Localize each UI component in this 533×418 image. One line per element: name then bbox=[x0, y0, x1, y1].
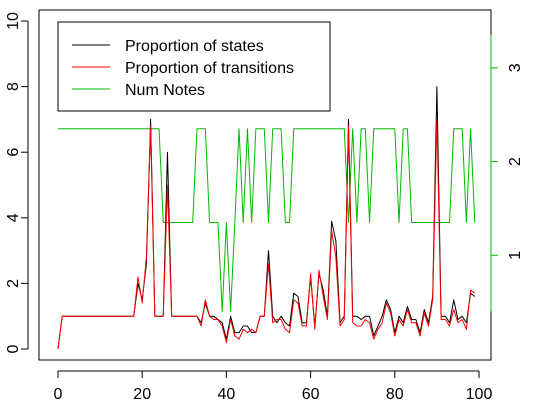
y-left-tick-label: 6 bbox=[5, 148, 22, 157]
y-left-tick-label: 8 bbox=[5, 82, 22, 91]
y-left-tick-label: 2 bbox=[5, 279, 22, 288]
legend-label-proportion-of-transitions: Proportion of transitions bbox=[125, 60, 294, 77]
x-tick-label: 60 bbox=[302, 386, 320, 403]
y-axis-left: 0 2 4 6 8 10 bbox=[5, 12, 29, 353]
legend-label-proportion-of-states: Proportion of states bbox=[125, 38, 264, 55]
y-right-tick-label: 2 bbox=[507, 157, 524, 166]
series-lines bbox=[57, 86, 476, 350]
y-right-tick-label: 3 bbox=[507, 63, 524, 72]
series-line-num-notes bbox=[58, 128, 476, 313]
x-tick-label: 20 bbox=[133, 386, 151, 403]
y-right-tick-label: 1 bbox=[507, 251, 524, 260]
x-tick-label: 40 bbox=[218, 386, 236, 403]
series-line-proportion-of-states bbox=[57, 86, 476, 350]
y-left-tick-label: 0 bbox=[5, 344, 22, 353]
x-tick-label: 0 bbox=[54, 386, 63, 403]
y-axis-right: 1 2 3 bbox=[490, 35, 524, 312]
x-axis: 0 20 40 60 80 100 bbox=[54, 370, 493, 403]
y-left-tick-label: 4 bbox=[5, 213, 22, 222]
legend: Proportion of states Proportion of transi… bbox=[57, 21, 331, 112]
series-line-proportion-of-transitions bbox=[57, 118, 476, 350]
x-tick-label: 100 bbox=[466, 386, 493, 403]
x-tick-label: 80 bbox=[386, 386, 404, 403]
y-left-tick-label: 10 bbox=[5, 12, 22, 30]
legend-label-num-notes: Num Notes bbox=[125, 82, 205, 99]
